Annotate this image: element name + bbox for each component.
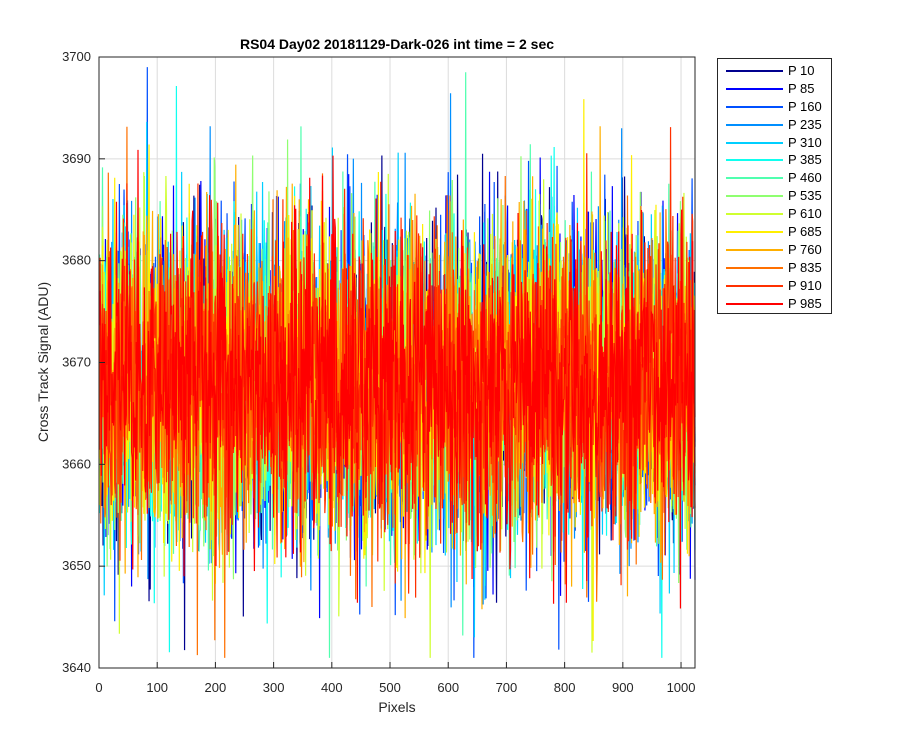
legend-swatch (726, 177, 783, 180)
legend-label: P 460 (788, 170, 822, 186)
legend-swatch (726, 195, 783, 198)
legend-swatch (726, 266, 783, 269)
legend-item: P 310 (718, 134, 831, 152)
series-line-p985 (98, 149, 696, 609)
legend-item: P 610 (718, 205, 831, 223)
x-tick-label: 500 (379, 680, 401, 695)
legend-label: P 610 (788, 206, 822, 222)
legend-item: P 160 (718, 98, 831, 116)
y-tick-label: 3660 (62, 456, 91, 471)
y-axis-label: Cross Track Signal (ADU) (35, 282, 51, 442)
x-tick-label: 600 (437, 680, 459, 695)
legend-label: P 160 (788, 98, 822, 114)
legend-label: P 760 (788, 241, 822, 257)
legend-label: P 985 (788, 295, 822, 311)
legend-swatch (726, 213, 783, 216)
legend-item: P 985 (718, 295, 831, 313)
x-tick-label: 800 (554, 680, 576, 695)
y-tick-label: 3700 (62, 49, 91, 64)
legend-label: P 85 (788, 80, 815, 96)
x-tick-label: 100 (146, 680, 168, 695)
legend-label: P 685 (788, 224, 822, 240)
legend-label: P 235 (788, 116, 822, 132)
legend-item: P 910 (718, 277, 831, 295)
legend-item: P 685 (718, 223, 831, 241)
y-tick-label: 3670 (62, 355, 91, 370)
legend-swatch (726, 105, 783, 108)
y-tick-label: 3640 (62, 660, 91, 675)
legend-swatch (726, 123, 783, 126)
legend-item: P 760 (718, 241, 831, 259)
legend-item: P 385 (718, 151, 831, 169)
legend-item: P 85 (718, 80, 831, 98)
axis-ticks: 0 100 200 300 400 500 600 700 800 900 1000 3640 3650… (62, 49, 695, 695)
x-tick-label: 300 (263, 680, 285, 695)
series-lines (98, 67, 696, 658)
legend-swatch (726, 302, 783, 305)
x-tick-label: 0 (95, 680, 102, 695)
x-tick-label: 700 (496, 680, 518, 695)
legend-label: P 385 (788, 152, 822, 168)
legend-swatch (726, 284, 783, 287)
series-line-p910 (98, 127, 696, 598)
legend-swatch (726, 87, 783, 90)
x-tick-label: 400 (321, 680, 343, 695)
x-axis-label: Pixels (378, 699, 415, 715)
legend-item: P 835 (718, 259, 831, 277)
legend-label: P 310 (788, 134, 822, 150)
y-tick-label: 3690 (62, 151, 91, 166)
legend-item: P 235 (718, 116, 831, 134)
y-tick-label: 3680 (62, 253, 91, 268)
x-tick-label: 200 (205, 680, 227, 695)
legend-label: P 10 (788, 63, 815, 78)
legend-label: P 910 (788, 277, 822, 293)
y-tick-label: 3650 (62, 558, 91, 573)
legend-swatch (726, 231, 783, 234)
legend-label: P 535 (788, 188, 822, 204)
legend-swatch (726, 141, 783, 144)
legend-label: P 835 (788, 259, 822, 275)
legend-item: P 10 (718, 62, 831, 80)
legend-item: P 460 (718, 169, 831, 187)
legend-swatch (726, 159, 783, 162)
chart-title: RS04 Day02 20181129-Dark-026 int time = … (240, 36, 554, 52)
x-tick-label: 1000 (667, 680, 696, 695)
legend-swatch (726, 248, 783, 251)
legend-item: P 535 (718, 187, 831, 205)
legend: P 10 P 85 P 160 P 235 P 310 P 385 P 460 P 535 P … (717, 58, 832, 314)
x-tick-label: 900 (612, 680, 634, 695)
legend-swatch (726, 70, 783, 72)
